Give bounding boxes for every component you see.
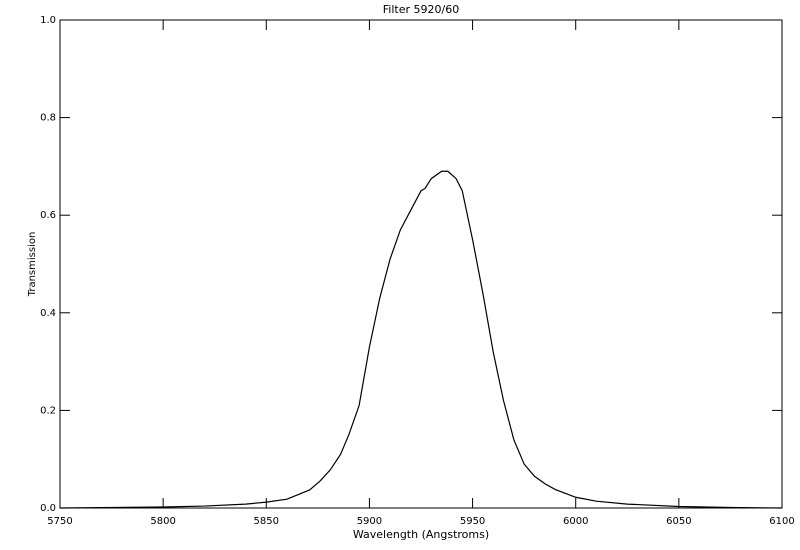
x-tick-label: 5850 xyxy=(254,516,279,527)
plot-frame xyxy=(59,19,783,509)
y-axis-label: Transmission xyxy=(27,232,38,298)
chart-title: Filter 5920/60 xyxy=(383,3,459,16)
x-tick-label: 5900 xyxy=(357,516,382,527)
data-line xyxy=(59,170,783,509)
x-tick-label: 6100 xyxy=(769,516,794,527)
x-tick-label: 6000 xyxy=(563,516,588,527)
y-tick-label: 0.6 xyxy=(40,210,56,221)
x-tick-label: 5750 xyxy=(47,516,72,527)
y-tick-label: 0.2 xyxy=(40,405,56,416)
x-axis-label: Wavelength (Angstroms) xyxy=(353,528,489,541)
x-tick-label: 5950 xyxy=(460,516,485,527)
x-tick-label: 5800 xyxy=(150,516,175,527)
y-tick-label: 0.8 xyxy=(40,113,56,124)
y-tick-label: 0.0 xyxy=(40,503,56,514)
x-tick-label: 6050 xyxy=(666,516,691,527)
y-tick-label: 1.0 xyxy=(40,15,56,26)
y-tick-label: 0.4 xyxy=(40,308,56,319)
